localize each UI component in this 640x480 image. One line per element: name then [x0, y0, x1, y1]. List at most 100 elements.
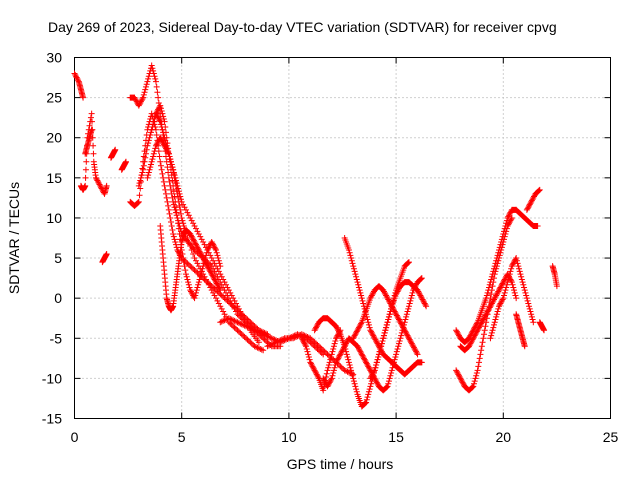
- data-point: [481, 313, 488, 320]
- data-point: [503, 228, 510, 235]
- data-point: [191, 295, 198, 302]
- data-point: [248, 340, 255, 347]
- data-point: [519, 279, 526, 286]
- data-point: [72, 73, 79, 80]
- data-point: [391, 356, 398, 363]
- data-point: [193, 243, 200, 250]
- data-point: [420, 297, 427, 304]
- data-point: [328, 353, 335, 360]
- data-point: [311, 327, 318, 334]
- data-point: [180, 259, 187, 266]
- data-point: [195, 245, 202, 252]
- data-point: [149, 124, 156, 131]
- data-point: [368, 329, 375, 336]
- data-point: [459, 379, 466, 386]
- data-point: [418, 359, 425, 366]
- data-point: [371, 335, 378, 342]
- data-point: [398, 320, 405, 327]
- data-point: [524, 297, 531, 304]
- data-point: [135, 199, 142, 206]
- data-point: [192, 289, 199, 296]
- data-point: [192, 268, 199, 275]
- chart-title: Day 269 of 2023, Sidereal Day-to-day VTE…: [48, 19, 557, 35]
- data-point: [208, 269, 215, 276]
- data-point: [523, 292, 530, 299]
- data-point: [194, 260, 201, 267]
- data-point: [167, 218, 174, 225]
- data-point: [207, 284, 214, 291]
- data-point: [308, 362, 315, 369]
- data-point: [303, 343, 310, 350]
- data-point: [480, 335, 487, 342]
- data-point: [162, 190, 169, 197]
- data-point: [191, 222, 198, 229]
- data-point: [176, 202, 183, 209]
- data-point: [491, 271, 498, 278]
- data-point: [145, 137, 152, 144]
- data-point: [337, 363, 344, 370]
- data-point: [484, 289, 491, 296]
- data-point: [490, 324, 497, 331]
- data-point: [241, 316, 248, 323]
- data-point: [525, 300, 532, 307]
- data-point: [334, 356, 341, 363]
- data-point: [204, 247, 211, 254]
- data-point: [377, 345, 384, 352]
- data-point: [476, 355, 483, 362]
- data-point: [513, 295, 520, 302]
- data-point: [240, 332, 247, 339]
- data-point: [181, 257, 188, 264]
- data-point: [234, 303, 241, 310]
- series-arc-e: [107, 146, 119, 161]
- data-point: [271, 339, 278, 346]
- data-point: [142, 154, 149, 161]
- data-point: [534, 222, 541, 229]
- data-point: [210, 243, 217, 250]
- series-arc-z: [513, 206, 541, 229]
- data-point: [257, 329, 264, 336]
- data-point: [197, 249, 204, 256]
- data-point: [470, 333, 477, 340]
- data-point: [370, 289, 377, 296]
- data-point: [160, 141, 167, 148]
- data-point: [184, 276, 191, 283]
- data-point: [528, 197, 535, 204]
- data-point: [333, 335, 340, 342]
- data-point: [298, 335, 305, 342]
- data-point: [301, 332, 308, 339]
- data-point: [136, 192, 143, 199]
- data-point: [210, 241, 217, 248]
- data-point: [385, 316, 392, 323]
- data-point: [509, 261, 516, 268]
- data-point: [476, 324, 483, 331]
- data-point: [131, 94, 138, 101]
- data-point: [165, 174, 172, 181]
- data-point: [144, 174, 151, 181]
- data-point: [474, 327, 481, 334]
- data-point: [475, 363, 482, 370]
- data-point: [139, 95, 146, 102]
- data-point: [356, 323, 363, 330]
- data-point: [172, 204, 179, 211]
- data-point: [150, 153, 157, 160]
- data-point: [489, 299, 496, 306]
- data-point: [348, 370, 355, 377]
- data-point: [73, 74, 80, 81]
- data-point: [310, 337, 317, 344]
- data-point: [381, 289, 388, 296]
- data-point: [251, 327, 258, 334]
- data-point: [155, 94, 162, 101]
- data-point: [493, 292, 500, 299]
- data-point: [482, 323, 489, 330]
- y-tick-labels: -15 -10 -5 0 5 10 15 20 25 30: [42, 50, 62, 427]
- data-point: [201, 241, 208, 248]
- data-point: [335, 327, 342, 334]
- data-point: [167, 166, 174, 173]
- data-point: [238, 311, 245, 318]
- data-point: [223, 281, 230, 288]
- data-point: [235, 305, 242, 312]
- data-point: [160, 116, 167, 123]
- data-point: [243, 323, 250, 330]
- data-point: [480, 316, 487, 323]
- data-point: [350, 335, 357, 342]
